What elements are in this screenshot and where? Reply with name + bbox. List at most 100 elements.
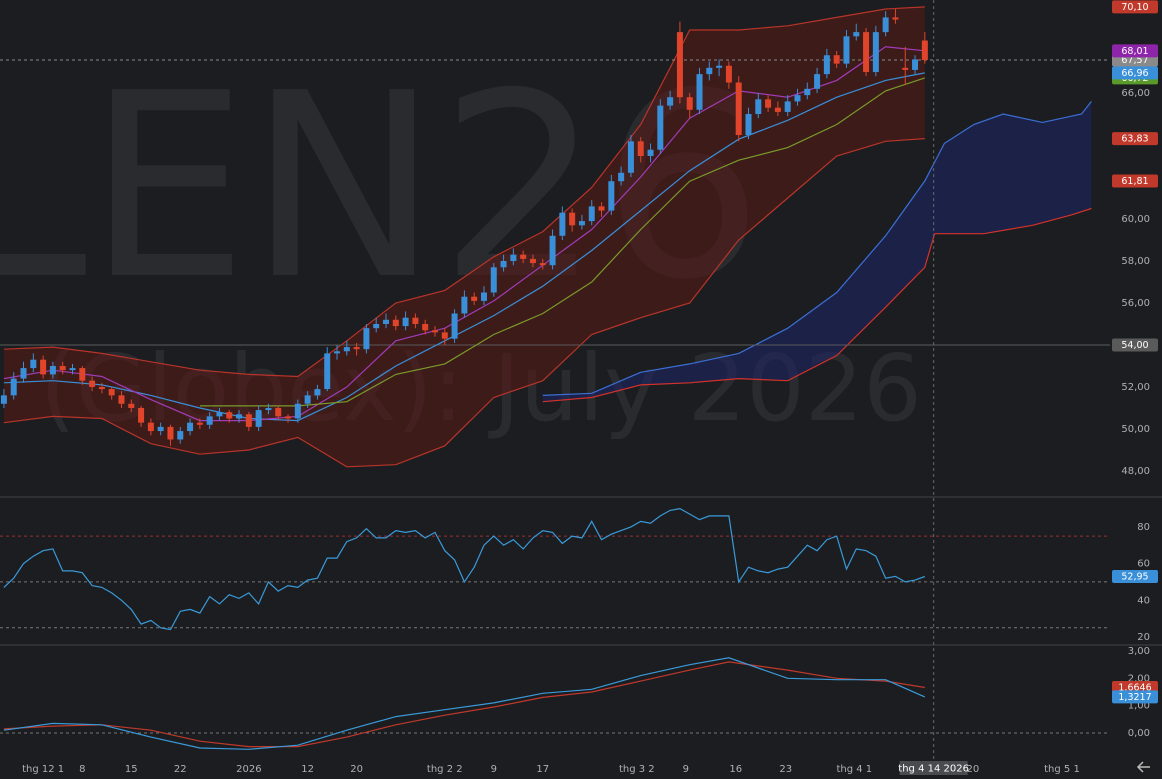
- price-badge-label: 67,57: [1121, 55, 1148, 66]
- candle-body: [383, 319, 390, 324]
- candle-body: [539, 263, 546, 266]
- candle-body: [696, 74, 703, 110]
- value-badge: [1112, 66, 1158, 80]
- candle-body: [392, 319, 399, 327]
- candle-body: [187, 422, 194, 432]
- candle-body: [588, 206, 595, 222]
- candle-body: [804, 88, 811, 96]
- x-tick-label: 8: [79, 764, 85, 775]
- candle-body: [402, 317, 409, 327]
- candle-body: [304, 395, 311, 404]
- candle-body: [285, 416, 292, 419]
- price-badge-label: 54,00: [1121, 340, 1148, 351]
- candle-body: [89, 380, 96, 387]
- y-tick-label: 66,00: [1121, 88, 1150, 99]
- value-badge: [1112, 132, 1158, 146]
- cloud-fill: [542, 101, 1092, 402]
- indicator-line: [199, 77, 925, 407]
- bollinger-fill: [3, 6, 925, 467]
- y-tick-label: 52,00: [1121, 382, 1150, 393]
- back-icon[interactable]: [1136, 761, 1150, 773]
- candle-body: [872, 32, 879, 73]
- candle-body: [755, 99, 762, 115]
- candle-body: [774, 107, 781, 112]
- crosshair-label-bg: [899, 761, 968, 775]
- candle-body: [226, 412, 233, 419]
- candle-body: [823, 55, 830, 75]
- candle-body: [10, 378, 17, 396]
- candle-body: [902, 67, 909, 70]
- candle-body: [255, 410, 262, 427]
- value-badge: [1112, 0, 1158, 14]
- x-tick-label: 20: [350, 764, 363, 775]
- candle-body: [490, 267, 497, 293]
- value-badge: [1112, 690, 1158, 704]
- candle-body: [706, 67, 713, 75]
- candle-body: [735, 82, 742, 136]
- x-tick-label: 9: [491, 764, 497, 775]
- candle-body: [431, 330, 438, 333]
- candle-body: [157, 426, 164, 432]
- y-tick-label: 48,00: [1121, 466, 1150, 477]
- value-badge-label: 1,3217: [1118, 692, 1151, 703]
- candle-body: [618, 172, 625, 182]
- candle-body: [676, 32, 683, 98]
- value-badge-label: 66,96: [1121, 68, 1148, 79]
- indicator-line: [3, 507, 926, 631]
- y-tick-label: 60,00: [1121, 214, 1150, 225]
- value-badge-label: 1,6646: [1118, 682, 1151, 693]
- x-tick-label: thg 12 1: [22, 764, 64, 775]
- candle-body: [363, 328, 370, 350]
- x-tick-label: 12: [301, 764, 314, 775]
- candle-body: [784, 101, 791, 112]
- x-tick-label: 23: [779, 764, 792, 775]
- value-badge: [1112, 570, 1158, 584]
- candle-body: [265, 407, 272, 411]
- candle-body: [529, 258, 536, 264]
- candle-body: [912, 59, 919, 70]
- candle-body: [921, 40, 928, 61]
- candle-body: [275, 407, 282, 417]
- candle-body: [559, 212, 566, 236]
- candle-body: [853, 32, 860, 37]
- candle-body: [79, 368, 86, 381]
- candle-body: [343, 347, 350, 352]
- candle-body: [69, 368, 76, 371]
- candle-body: [30, 359, 37, 369]
- y-tick-label: 1,00: [1128, 701, 1150, 712]
- candle-body: [863, 32, 870, 73]
- cloud-upper: [542, 101, 1092, 396]
- y-tick-label: 50,00: [1121, 424, 1150, 435]
- candle-body: [510, 254, 517, 261]
- candle-body: [334, 351, 341, 354]
- candle-body: [324, 353, 331, 390]
- bollinger-upper: [3, 6, 925, 378]
- candle-body: [637, 141, 644, 157]
- candle-body: [471, 296, 478, 301]
- candle-body: [138, 407, 145, 423]
- candle-body: [598, 206, 605, 211]
- y-tick-label: 40: [1137, 595, 1150, 606]
- candle-body: [657, 105, 664, 150]
- candle-body: [245, 414, 252, 427]
- x-tick-label: 22: [174, 764, 187, 775]
- candle-body: [461, 296, 468, 314]
- candle-body: [608, 181, 615, 211]
- candle-body: [892, 17, 899, 20]
- indicator-line: [3, 46, 925, 422]
- candle-body: [373, 323, 380, 329]
- candle-body: [128, 403, 135, 408]
- candle-body: [686, 97, 693, 110]
- candle-body: [108, 389, 115, 396]
- candle-body: [177, 431, 184, 440]
- x-tick-label: thg 2 2: [427, 764, 463, 775]
- candle-body: [0, 395, 7, 404]
- value-badge: [1112, 174, 1158, 188]
- candle-body: [118, 395, 125, 404]
- x-tick-label: 2026: [236, 764, 261, 775]
- candle-body: [353, 347, 360, 350]
- candle-body: [412, 317, 419, 324]
- x-tick-label: thg 3 2: [619, 764, 655, 775]
- candle-body: [167, 426, 174, 440]
